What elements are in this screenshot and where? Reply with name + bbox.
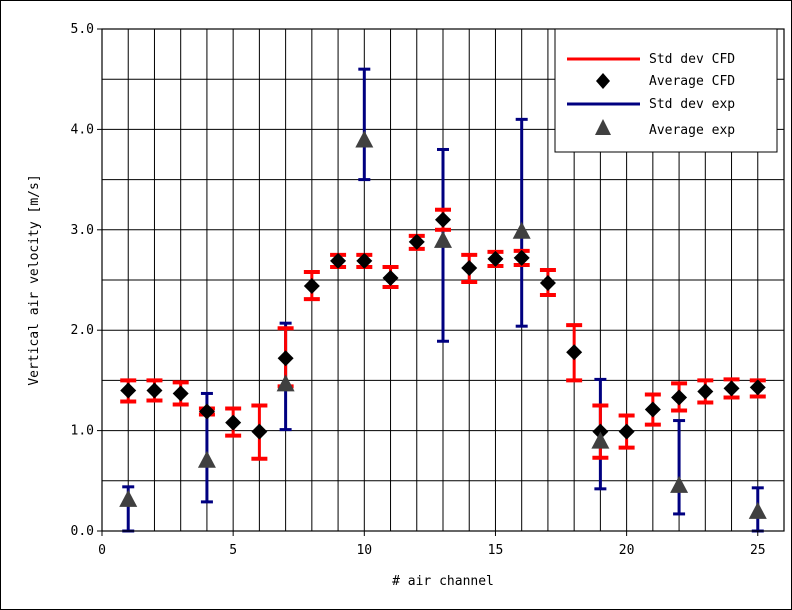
legend-item-std-dev-cfd: Std dev CFD [567,52,735,67]
legend-label-std-dev-exp: Std dev exp [649,97,735,112]
cfd-average-point-21 [644,401,661,418]
cfd-average-point-20 [618,423,635,440]
y-tick-label-0: 0.0 [71,524,94,539]
legend-swatch-average-exp [595,119,611,135]
exp-average-point-19 [591,431,610,449]
exp-average-point-10 [355,130,374,148]
y-tick-label-4: 4.0 [71,122,94,137]
cfd-average-point-14 [461,259,478,276]
exp-average-point-16 [512,221,531,239]
cfd-average-point-25 [749,379,766,396]
cfd-average-point-5 [225,414,242,431]
cfd-average-point-16 [513,249,530,266]
cfd-average-point-4 [198,403,215,420]
cfd-average-point-9 [330,252,347,269]
cfd-average-point-6 [251,423,268,440]
exp-average-point-7 [276,374,295,392]
cfd-average-point-19 [592,423,609,440]
x-tick-label-0: 0 [98,543,106,558]
x-tick-label-20: 20 [619,543,635,558]
exp-error-bar-10 [358,67,371,182]
cfd-average-point-15 [487,250,504,267]
cfd-average-point-8 [303,278,320,295]
markers [119,130,767,519]
cfd-average-point-10 [356,252,373,269]
cfd-average-point-17 [539,275,556,292]
legend-item-std-dev-exp: Std dev exp [567,97,735,112]
exp-average-point-13 [434,230,452,248]
y-tick-label-2: 2.0 [71,323,94,338]
exp-average-point-4 [197,450,216,468]
x-tick-label-25: 25 [750,543,766,558]
cfd-average-point-3 [172,385,189,402]
tick-labels: 0 5 10 15 20 25 0.0 1.0 2.0 3.0 4.0 5.0 [71,22,766,558]
y-axis-label: Vertical air velocity [m/s] [27,174,42,385]
cfd-average-point-12 [408,233,425,250]
legend: Std dev CFD Average CFD Std dev exp Aver… [554,28,778,153]
cfd-average-point-11 [382,269,399,286]
cfd-average-point-23 [697,383,714,400]
exp-average-point-25 [748,501,767,519]
x-tick-label-10: 10 [356,543,372,558]
y-tick-label-3: 3.0 [71,223,94,238]
cfd-average-point-7 [277,350,294,367]
legend-item-average-exp: Average exp [595,119,735,138]
legend-box [554,28,778,153]
x-tick-label-5: 5 [229,543,237,558]
legend-label-std-dev-cfd: Std dev CFD [649,52,735,67]
x-axis-label: # air channel [392,574,494,589]
legend-label-average-exp: Average exp [649,123,735,138]
exp-error-bar-22 [673,419,686,516]
cfd-average-point-13 [435,211,451,228]
legend-swatch-average-cfd [596,73,610,89]
x-tick-label-15: 15 [488,543,504,558]
plot-area [101,28,785,532]
cfd-average-point-2 [146,382,163,399]
y-tick-label-5: 5.0 [71,22,94,37]
axis-ticks [97,28,759,536]
y-tick-label-1: 1.0 [71,424,94,439]
cfd-average-point-22 [671,389,688,406]
legend-label-average-cfd: Average CFD [649,74,735,89]
legend-item-average-cfd: Average CFD [596,73,735,89]
exp-average-point-22 [670,475,689,493]
cfd-average-point-24 [723,380,740,397]
cfd-average-point-1 [120,382,137,399]
cfd-average-point-18 [566,344,583,361]
exp-average-point-1 [119,489,138,507]
